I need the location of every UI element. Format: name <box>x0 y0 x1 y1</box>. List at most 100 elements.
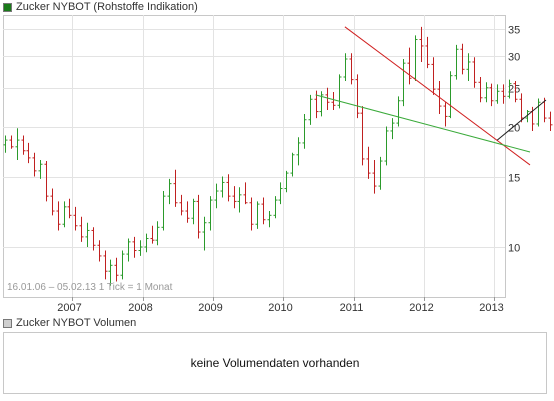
ohlc-bar <box>214 183 219 209</box>
ohlc-bar <box>331 91 336 110</box>
ohlc-bar <box>407 47 412 85</box>
ohlc-bar <box>448 71 453 119</box>
ohlc-bar <box>501 84 506 104</box>
ohlc-bar <box>355 74 360 119</box>
ohlc-bar <box>466 53 471 81</box>
ohlc-bar <box>296 137 301 166</box>
ohlc-bar <box>226 174 231 202</box>
ohlc-bar <box>232 186 237 209</box>
ohlc-bar <box>220 176 225 198</box>
ohlc-bar <box>454 44 459 80</box>
price-legend: Zucker NYBOT (Rohstoffe Indikation) <box>3 0 198 14</box>
ohlc-bar <box>21 135 26 155</box>
ohlc-bar <box>191 198 196 225</box>
ohlc-bar <box>319 91 324 117</box>
ohlc-bar <box>484 82 489 103</box>
ohlc-bar <box>460 43 465 75</box>
ohlc-bars <box>3 26 553 286</box>
y-axis: 10 15 20 25 30 35 <box>508 25 520 255</box>
y-tick-label: 20 <box>508 123 520 135</box>
volume-legend-swatch <box>3 318 12 328</box>
ohlc-bar <box>120 250 125 280</box>
chart-grid <box>3 15 506 301</box>
ohlc-bar <box>525 109 530 123</box>
volume-legend: Zucker NYBOT Volumen <box>3 316 136 330</box>
price-chart: 10 15 20 25 30 35 2007 2008 2009 2010 2011 2012 201… <box>3 15 553 314</box>
ohlc-bar <box>325 87 330 110</box>
ohlc-bar <box>360 106 365 166</box>
volume-panel: keine Volumendaten vorhanden <box>3 332 547 394</box>
ohlc-bar <box>366 146 371 179</box>
ohlc-bar <box>9 135 14 149</box>
ohlc-bar <box>513 80 518 103</box>
ohlc-bar <box>290 152 295 177</box>
ohlc-bar <box>38 159 43 179</box>
ohlc-bar <box>278 182 283 205</box>
ohlc-bar <box>431 57 436 95</box>
ohlc-bar <box>44 161 49 202</box>
ohlc-bar <box>536 98 541 127</box>
price-legend-label: Zucker NYBOT (Rohstoffe Indikation) <box>16 1 198 13</box>
ohlc-bar <box>15 128 20 160</box>
ohlc-bar <box>114 257 119 282</box>
ohlc-bar <box>126 238 131 262</box>
ohlc-bar <box>132 236 137 258</box>
ohlc-bar <box>56 201 61 231</box>
volume-legend-label: Zucker NYBOT Volumen <box>16 317 137 329</box>
ohlc-bar <box>196 194 201 239</box>
y-tick-label: 15 <box>508 173 520 185</box>
ohlc-bar <box>472 57 477 88</box>
ohlc-bar <box>237 187 242 213</box>
ohlc-bar <box>208 196 213 231</box>
ohlc-bar <box>267 211 272 228</box>
y-tick-label: 10 <box>508 243 520 255</box>
ohlc-bar <box>85 222 90 248</box>
ohlc-bar <box>443 102 448 127</box>
trendline <box>315 94 531 153</box>
ohlc-bar <box>401 59 406 107</box>
ohlc-bar <box>273 196 278 219</box>
ohlc-bar <box>337 74 342 109</box>
ohlc-bar <box>372 159 377 194</box>
ohlc-bar <box>167 178 172 205</box>
x-tick-label: 2011 <box>340 302 364 314</box>
ohlc-bar <box>150 225 155 244</box>
ohlc-bar <box>478 76 483 103</box>
x-tick-label: 2010 <box>268 302 292 314</box>
y-tick-label: 25 <box>508 84 520 96</box>
volume-empty-message: keine Volumendaten vorhanden <box>190 356 360 370</box>
ohlc-bar <box>261 197 266 225</box>
plot-frame <box>3 15 506 298</box>
ohlc-bar <box>138 240 143 256</box>
trendline <box>344 26 531 166</box>
ohlc-bar <box>243 182 248 205</box>
ohlc-bar <box>173 169 178 207</box>
ohlc-bar <box>3 135 8 153</box>
trendline <box>496 99 547 141</box>
ohlc-bar <box>495 84 500 104</box>
ohlc-bar <box>179 194 184 216</box>
ohlc-bar <box>343 53 348 81</box>
x-tick-label: 2013 <box>479 302 503 314</box>
ohlc-bar <box>50 188 55 216</box>
ohlc-bar <box>349 53 354 85</box>
ohlc-bar <box>308 94 313 125</box>
trendlines <box>315 26 547 166</box>
ohlc-bar <box>155 221 160 246</box>
ohlc-bar <box>378 156 383 190</box>
ohlc-bar <box>62 201 67 228</box>
ohlc-bar <box>390 118 395 140</box>
range-note: 16.01.06 – 05.02.13 1 Tick = 1 Monat <box>7 282 173 293</box>
ohlc-bar <box>548 111 553 131</box>
ohlc-bar <box>108 259 113 286</box>
ohlc-bar <box>67 198 72 219</box>
ohlc-bar <box>419 26 424 62</box>
ohlc-bar <box>79 216 84 242</box>
ohlc-bar <box>73 206 78 231</box>
x-tick-label: 2007 <box>57 302 81 314</box>
ohlc-bar <box>202 216 207 251</box>
ohlc-bar <box>384 126 389 166</box>
ohlc-bar <box>302 113 307 149</box>
ohlc-bar <box>185 201 190 223</box>
x-tick-label: 2012 <box>409 302 433 314</box>
